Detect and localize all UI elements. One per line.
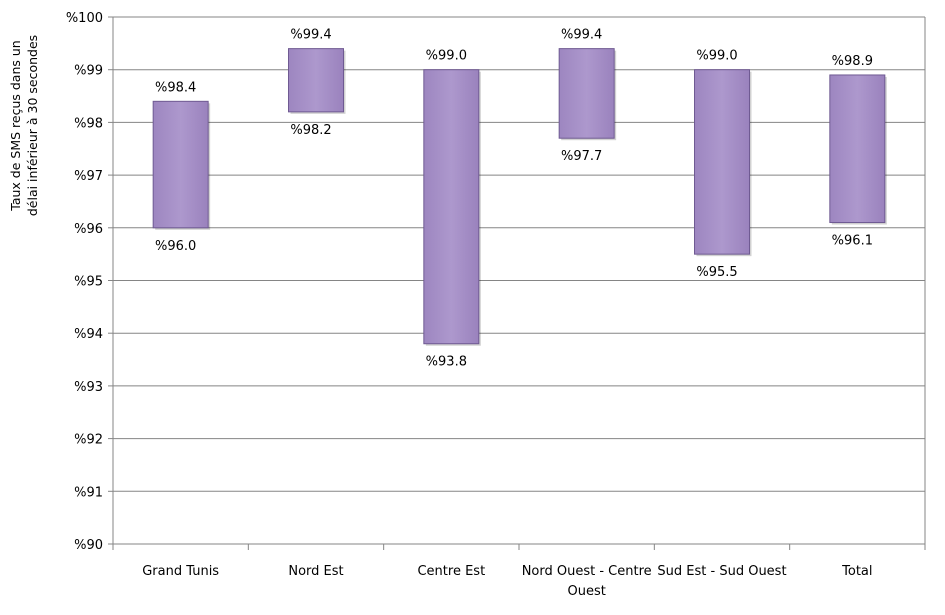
y-tick-label: %95 [74,275,103,290]
data-label-high: %99.4 [290,28,331,43]
y-tick-label: %92 [74,433,103,448]
bar [829,74,886,224]
x-tick-label: Nord Ouest - Centre [522,564,652,579]
y-tick-label: %93 [74,380,103,395]
y-tick-label: %96 [74,222,103,237]
data-label-high: %98.4 [155,80,196,95]
x-tick-label: Nord Est [288,564,343,579]
data-label-high: %99.4 [561,28,602,43]
bar [152,100,209,229]
x-tick-label: Total [841,564,872,579]
y-axis-title: Taux de SMS reçus dans un [8,40,23,211]
x-tick-label: Grand Tunis [142,564,219,579]
y-tick-label: %97 [74,169,103,184]
data-label-low: %97.7 [561,149,602,164]
data-labels: %98.4 %96.0 %99.4 %98.2 %99.0 %93.8 %99.4 %97.7… [155,28,873,370]
axes: %90 %91 %92 %93 %94 %95 %96 %97 %98 %99 %100 Grand … [66,11,926,599]
y-axis-title: délai inférieur à 30 secondes [25,35,40,216]
y-tick-label: %90 [74,538,103,553]
data-label-low: %93.8 [426,355,467,370]
bar [423,69,480,345]
gridlines [113,16,925,545]
data-label-high: %98.9 [832,54,873,69]
x-tick-label: Ouest [567,584,605,599]
bar [694,69,750,255]
y-tick-label: %100 [66,11,103,26]
data-label-low: %98.2 [290,123,331,138]
y-tick-label: %98 [74,116,103,131]
data-label-low: %96.0 [155,239,196,254]
y-tick-label: %99 [74,64,103,79]
x-tick-label: Sud Est - Sud Ouest [657,564,786,579]
data-label-high: %99.0 [426,49,467,64]
y-axis-title: Taux de SMS reçus dans un délai inférieur… [8,35,40,216]
y-tick-label: %91 [74,485,103,500]
x-tick-label: Centre Est [417,564,485,579]
data-label-high: %99.0 [696,49,737,64]
bar [558,48,615,139]
bar [288,48,344,113]
bars [152,48,887,346]
data-label-low: %95.5 [696,265,737,280]
data-label-low: %96.1 [832,234,873,249]
y-tick-label: %94 [74,327,103,342]
